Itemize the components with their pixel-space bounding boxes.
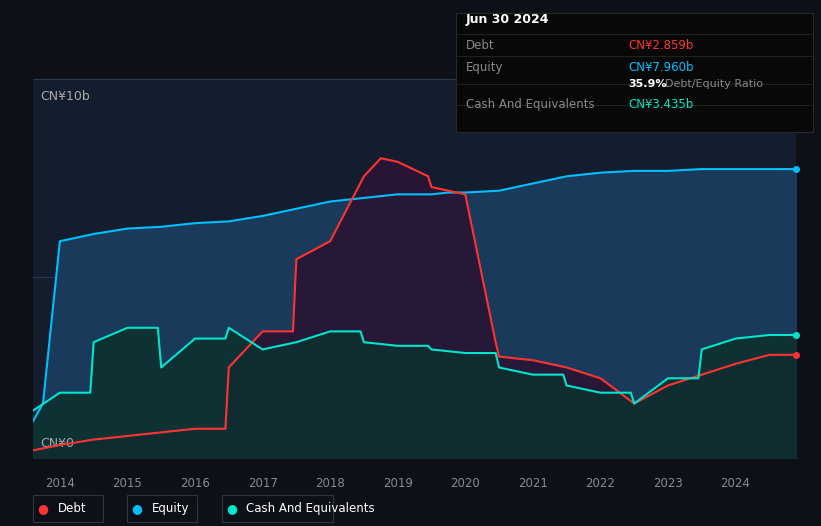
Text: Cash And Equivalents: Cash And Equivalents [246,502,375,515]
Text: 2015: 2015 [112,478,142,490]
Text: 2020: 2020 [451,478,480,490]
Text: 2024: 2024 [721,478,750,490]
Text: 2017: 2017 [248,478,277,490]
Text: Cash And Equivalents: Cash And Equivalents [466,98,594,111]
Text: ●: ● [131,502,143,515]
Text: CN¥0: CN¥0 [40,437,75,450]
Text: Equity: Equity [466,61,503,74]
Text: CN¥3.435b: CN¥3.435b [628,98,693,111]
Text: 2022: 2022 [585,478,616,490]
Text: 2021: 2021 [518,478,548,490]
Text: Equity: Equity [152,502,190,515]
Text: 2014: 2014 [45,478,75,490]
Text: Jun 30 2024: Jun 30 2024 [466,13,549,26]
Text: 35.9%: 35.9% [628,79,667,89]
Text: 2016: 2016 [180,478,210,490]
Text: ●: ● [37,502,48,515]
Text: 2019: 2019 [383,478,413,490]
Text: CN¥2.859b: CN¥2.859b [628,38,694,52]
Text: Debt/Equity Ratio: Debt/Equity Ratio [665,79,763,89]
Text: 2018: 2018 [315,478,345,490]
Text: CN¥7.960b: CN¥7.960b [628,61,694,74]
Text: Debt: Debt [466,38,494,52]
Text: CN¥10b: CN¥10b [40,90,90,103]
Text: 2023: 2023 [654,478,683,490]
Text: ●: ● [226,502,237,515]
Text: Debt: Debt [57,502,86,515]
